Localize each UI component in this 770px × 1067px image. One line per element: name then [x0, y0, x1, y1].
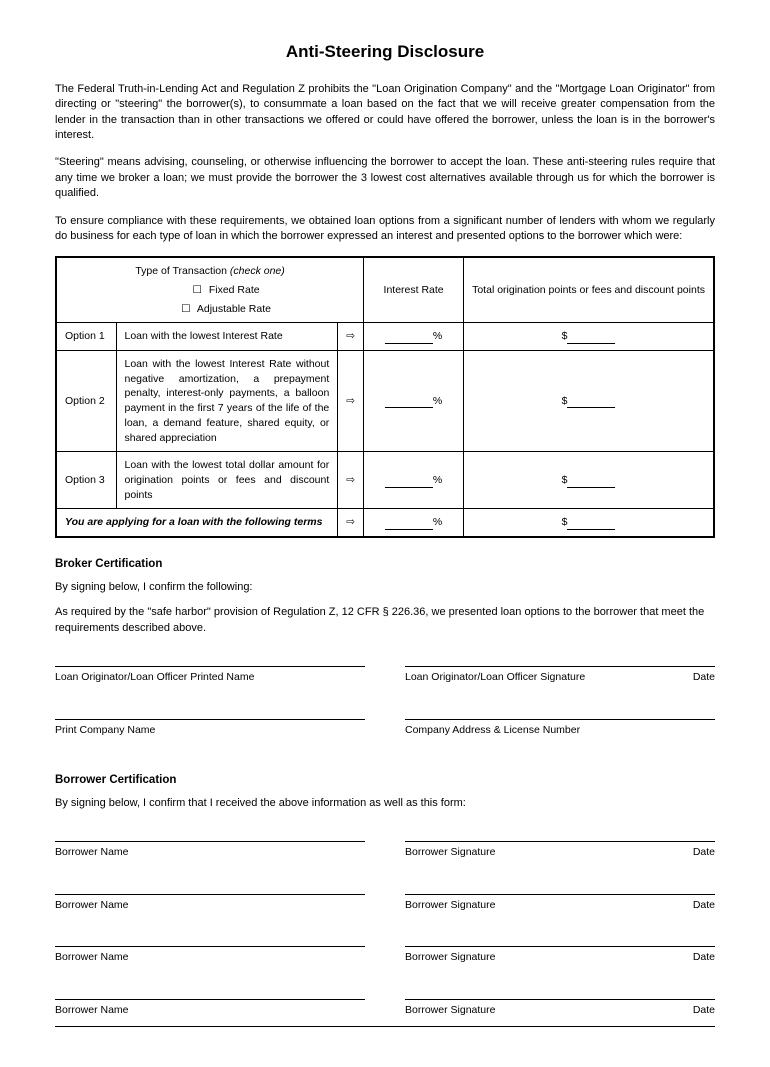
dollar-label: $ — [562, 474, 568, 486]
borrower4-name-line[interactable] — [55, 999, 365, 1000]
option2-fees-input[interactable] — [567, 407, 615, 408]
dollar-label: $ — [562, 395, 568, 407]
option3-rate-input[interactable] — [385, 487, 433, 488]
option3-fees-input[interactable] — [567, 487, 615, 488]
borrower2-signature-line[interactable] — [405, 894, 715, 895]
borrower2-name-line[interactable] — [55, 894, 365, 895]
option1-desc: Loan with the lowest Interest Rate — [116, 323, 338, 351]
borrower3-name-line[interactable] — [55, 946, 365, 947]
col-header-interest: Interest Rate — [364, 257, 464, 323]
originator-signature-label: Loan Originator/Loan Officer Signature — [405, 670, 677, 685]
option3-desc: Loan with the lowest total dollar amount… — [116, 452, 338, 509]
date-label: Date — [677, 1003, 715, 1018]
summary-rate-input[interactable] — [385, 529, 433, 530]
checkbox-fixed-rate[interactable]: ☐ — [192, 284, 201, 296]
dollar-label: $ — [562, 516, 568, 528]
arrow-icon: ⇨ — [338, 323, 364, 351]
date-label: Date — [677, 950, 715, 965]
borrower-signature-label: Borrower Signature — [405, 845, 677, 860]
broker-cert-line2: As required by the "safe harbor" provisi… — [55, 605, 715, 636]
intro-paragraph-2: "Steering" means advising, counseling, o… — [55, 155, 715, 201]
pct-label: % — [433, 516, 442, 528]
date-label: Date — [677, 845, 715, 860]
dollar-label: $ — [562, 330, 568, 342]
date-label: Date — [677, 670, 715, 685]
loan-options-table: Type of Transaction (check one) ☐ Fixed … — [55, 256, 715, 538]
type-header: Type of Transaction — [135, 265, 227, 277]
arrow-icon: ⇨ — [338, 452, 364, 509]
pct-label: % — [433, 395, 442, 407]
borrower4-signature-line[interactable] — [405, 999, 715, 1000]
borrower-signature-label: Borrower Signature — [405, 1003, 677, 1018]
borrower-name-label: Borrower Name — [55, 1003, 365, 1018]
option3-label: Option 3 — [56, 452, 116, 509]
checkbox-adjustable-rate[interactable]: ☐ — [181, 303, 190, 315]
borrower-signature-label: Borrower Signature — [405, 950, 677, 965]
originator-signature-line[interactable] — [405, 666, 715, 667]
option2-label: Option 2 — [56, 351, 116, 452]
company-address-line[interactable] — [405, 719, 715, 720]
company-name-label: Print Company Name — [55, 723, 365, 738]
document-title: Anti-Steering Disclosure — [55, 40, 715, 64]
company-name-line[interactable] — [55, 719, 365, 720]
pct-label: % — [433, 474, 442, 486]
arrow-icon: ⇨ — [338, 351, 364, 452]
arrow-icon: ⇨ — [338, 509, 364, 537]
option1-rate-input[interactable] — [385, 343, 433, 344]
broker-cert-line1: By signing below, I confirm the followin… — [55, 580, 715, 595]
originator-name-label: Loan Originator/Loan Officer Printed Nam… — [55, 670, 365, 685]
intro-paragraph-3: To ensure compliance with these requirem… — [55, 214, 715, 245]
option1-fees-input[interactable] — [567, 343, 615, 344]
intro-paragraph-1: The Federal Truth-in-Lending Act and Reg… — [55, 82, 715, 144]
borrower1-name-line[interactable] — [55, 841, 365, 842]
col-header-fees: Total origination points or fees and dis… — [464, 257, 714, 323]
borrower-name-label: Borrower Name — [55, 845, 365, 860]
pct-label: % — [433, 330, 442, 342]
originator-name-line[interactable] — [55, 666, 365, 667]
option1-label: Option 1 — [56, 323, 116, 351]
borrower-signature-label: Borrower Signature — [405, 898, 677, 913]
summary-fees-input[interactable] — [567, 529, 615, 530]
borrower-cert-line1: By signing below, I confirm that I recei… — [55, 796, 715, 811]
adjustable-rate-label: Adjustable Rate — [197, 303, 271, 315]
option2-rate-input[interactable] — [385, 407, 433, 408]
broker-cert-header: Broker Certification — [55, 556, 715, 572]
type-instruction: (check one) — [230, 265, 285, 277]
option2-desc: Loan with the lowest Interest Rate witho… — [116, 351, 338, 452]
fixed-rate-label: Fixed Rate — [209, 284, 260, 296]
footer-divider — [55, 1026, 715, 1027]
borrower-cert-header: Borrower Certification — [55, 772, 715, 788]
company-address-label: Company Address & License Number — [405, 723, 715, 738]
summary-text: You are applying for a loan with the fol… — [56, 509, 338, 537]
borrower-name-label: Borrower Name — [55, 950, 365, 965]
borrower1-signature-line[interactable] — [405, 841, 715, 842]
date-label: Date — [677, 898, 715, 913]
borrower-name-label: Borrower Name — [55, 898, 365, 913]
borrower3-signature-line[interactable] — [405, 946, 715, 947]
